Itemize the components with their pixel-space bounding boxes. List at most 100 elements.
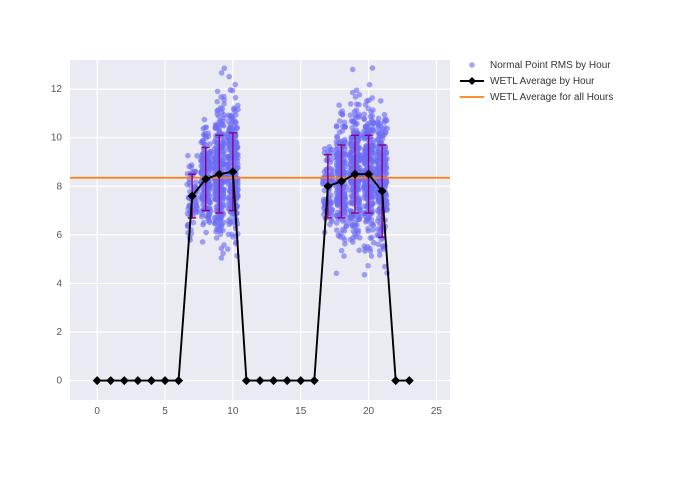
scatter-point	[379, 129, 385, 135]
scatter-point	[235, 103, 241, 109]
scatter-point	[362, 186, 368, 192]
scatter-point	[212, 146, 218, 152]
scatter-point	[200, 163, 206, 169]
scatter-point	[342, 237, 348, 243]
scatter-point	[370, 186, 376, 192]
scatter-point	[235, 158, 241, 164]
scatter-point	[220, 143, 226, 149]
scatter-point	[356, 247, 362, 253]
scatter-point	[342, 146, 348, 152]
scatter-point	[202, 117, 208, 123]
legend-label: Normal Point RMS by Hour	[490, 60, 611, 71]
scatter-point	[337, 139, 343, 145]
legend-marker-icon	[468, 77, 476, 85]
scatter-point	[365, 244, 371, 250]
chart-svg: 0510152025024681012Normal Point RMS by H…	[0, 0, 700, 500]
scatter-point	[350, 119, 356, 125]
scatter-point	[188, 164, 194, 170]
scatter-point	[213, 125, 219, 131]
scatter-point	[347, 200, 353, 206]
scatter-point	[335, 185, 341, 191]
scatter-point	[347, 215, 353, 221]
scatter-point	[334, 123, 340, 129]
scatter-point	[356, 152, 362, 158]
scatter-point	[225, 135, 231, 141]
scatter-point	[354, 107, 360, 113]
scatter-point	[382, 112, 388, 118]
scatter-point	[229, 232, 235, 238]
scatter-point	[215, 89, 221, 95]
scatter-point	[225, 246, 231, 252]
scatter-point	[365, 226, 371, 232]
scatter-point	[369, 235, 375, 241]
scatter-point	[375, 159, 381, 165]
scatter-point	[205, 130, 211, 136]
scatter-point	[348, 139, 354, 145]
scatter-point	[350, 67, 356, 73]
x-tick-label: 0	[94, 406, 100, 417]
chart-container: 0510152025024681012Normal Point RMS by H…	[0, 0, 700, 500]
scatter-point	[351, 187, 357, 193]
scatter-point	[218, 192, 224, 198]
scatter-point	[351, 160, 357, 166]
scatter-point	[378, 98, 384, 104]
scatter-point	[375, 226, 381, 232]
y-tick-label: 10	[51, 133, 63, 144]
x-tick-label: 5	[162, 406, 168, 417]
scatter-point	[377, 121, 383, 127]
scatter-point	[365, 155, 371, 161]
scatter-point	[213, 221, 219, 227]
scatter-point	[337, 130, 343, 136]
scatter-point	[212, 215, 218, 221]
scatter-point	[230, 118, 236, 124]
scatter-point	[234, 125, 240, 131]
scatter-point	[342, 228, 348, 234]
scatter-point	[348, 101, 354, 107]
scatter-point	[228, 114, 234, 120]
scatter-point	[220, 106, 226, 112]
scatter-point	[233, 112, 239, 118]
scatter-point	[362, 211, 368, 217]
scatter-point	[342, 202, 348, 208]
scatter-point	[362, 272, 368, 278]
scatter-point	[219, 246, 225, 252]
scatter-point	[235, 181, 241, 187]
scatter-point	[342, 169, 348, 175]
scatter-point	[334, 270, 340, 276]
scatter-point	[350, 239, 356, 245]
scatter-point	[215, 112, 221, 118]
scatter-point	[341, 253, 347, 259]
scatter-point	[335, 150, 341, 156]
scatter-point	[200, 239, 206, 245]
scatter-point	[327, 147, 333, 153]
scatter-point	[374, 151, 380, 157]
scatter-point	[370, 221, 376, 227]
scatter-point	[329, 166, 335, 172]
scatter-point	[207, 200, 213, 206]
scatter-point	[357, 201, 363, 207]
scatter-point	[342, 120, 348, 126]
scatter-point	[365, 217, 371, 223]
scatter-point	[365, 263, 371, 269]
scatter-point	[339, 248, 345, 254]
scatter-point	[212, 188, 218, 194]
scatter-point	[364, 98, 370, 104]
scatter-point	[352, 232, 358, 238]
scatter-point	[233, 95, 239, 101]
y-tick-label: 0	[56, 376, 62, 387]
scatter-point	[228, 124, 234, 130]
scatter-point	[361, 111, 367, 117]
y-tick-label: 6	[56, 230, 62, 241]
scatter-point	[336, 102, 342, 108]
scatter-point	[185, 153, 191, 159]
scatter-point	[200, 126, 206, 132]
scatter-point	[342, 158, 348, 164]
scatter-point	[212, 182, 218, 188]
x-tick-label: 10	[227, 406, 239, 417]
scatter-point	[375, 146, 381, 152]
scatter-point	[205, 215, 211, 221]
scatter-point	[369, 253, 375, 259]
scatter-point	[214, 235, 220, 241]
y-tick-label: 8	[56, 181, 62, 192]
y-tick-label: 12	[51, 84, 63, 95]
